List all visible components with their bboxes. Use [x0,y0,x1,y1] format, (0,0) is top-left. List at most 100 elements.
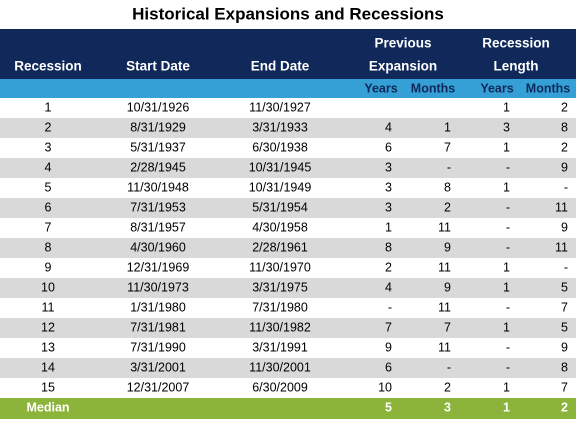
table-cell: 6/30/1938 [252,140,308,154]
table-cell: 1 [503,100,510,114]
table-cell: 9 [561,160,568,174]
table-cell: 5/31/1954 [252,200,308,214]
column-header: Length [494,59,539,74]
table-cell: 11/30/1973 [127,280,189,294]
column-header: Previous [374,36,431,51]
table-cell: 12/31/2007 [127,380,190,394]
table-cell: 7/31/1953 [130,200,186,214]
table-cell: 4 [385,120,392,134]
table-cell: 7/31/1990 [130,340,186,354]
column-header: Expansion [369,59,437,74]
row-stripe [0,238,576,258]
median-cell: 3 [444,400,451,414]
table-cell: 3/31/2001 [130,360,186,374]
table-cell: 9 [444,240,451,254]
table-cell: 10/31/1949 [249,180,312,194]
table-cell: 5 [45,180,52,194]
table-cell: 8 [45,240,52,254]
table-cell: 5 [561,320,568,334]
table-cell: 1 [444,120,451,134]
table-cell: 12 [41,320,55,334]
table-cell: - [506,240,510,254]
table-cell: 11/30/1948 [127,180,189,194]
table-cell: 10/31/1945 [249,160,312,174]
table-cell: 9 [45,260,52,274]
table-cell: 2 [561,100,568,114]
subheader-band [0,79,576,98]
table-cell: 3 [385,160,392,174]
table-cell: 7 [444,320,451,334]
table-cell: 3 [503,120,510,134]
table-cell: 2 [385,260,392,274]
table-cell: 4 [45,160,52,174]
table-cell: 5/31/1937 [130,140,186,154]
table-cell: 3 [45,140,52,154]
row-stripe [0,158,576,178]
table-cell: - [564,260,568,274]
table-cell: 2 [444,380,451,394]
row-stripe [0,118,576,138]
unit-header: Months [526,81,570,95]
table-cell: - [506,340,510,354]
table-cell: 1 [385,220,392,234]
table-cell: 4/30/1960 [130,240,186,254]
table-cell: 1 [503,280,510,294]
table-cell: 11 [438,260,451,274]
table-cell: 12/31/1969 [127,260,190,274]
table-cell: - [447,160,451,174]
table-cell: 4 [385,280,392,294]
row-stripe [0,358,576,378]
table-cell: 9 [444,280,451,294]
median-cell: 5 [385,400,392,414]
table-cell: 2 [444,200,451,214]
table-cell: 6/30/2009 [252,380,308,394]
table-cell: 6 [385,360,392,374]
table-cell: 6 [385,140,392,154]
table-cell: 1/31/1980 [130,300,186,314]
table-cell: 1 [503,180,510,194]
table-cell: 2/28/1961 [252,240,308,254]
table-cell: - [447,360,451,374]
unit-header: Months [411,81,455,95]
table-cell: 1 [503,140,510,154]
table-cell: - [506,160,510,174]
column-header: Start Date [126,59,190,74]
table-cell: 11 [42,300,55,314]
row-stripe [0,278,576,298]
table-cell: 5 [561,280,568,294]
column-header: End Date [251,59,310,74]
median-cell: 1 [503,400,510,414]
table-cell: 11/30/1982 [249,320,311,334]
table-cell: 10/31/1926 [127,100,190,114]
table-cell: 3 [385,200,392,214]
table-cell: 11/30/2001 [249,360,311,374]
table-cell: 11 [438,300,451,314]
table-cell: 9 [561,220,568,234]
table-cell: - [506,200,510,214]
table-cell: 2 [45,120,52,134]
table-cell: 7/31/1981 [130,320,186,334]
table-cell: 7 [385,320,392,334]
column-header: Recession [14,59,82,74]
table-cell: 7 [444,140,451,154]
table-cell: - [506,220,510,234]
table-cell: 9 [385,340,392,354]
table-cell: 7 [561,300,568,314]
median-band [0,398,576,419]
table-cell: - [564,180,568,194]
table-cell: 1 [45,100,52,114]
table-cell: 11/30/1927 [249,100,311,114]
table-cell: 1 [503,260,510,274]
table-cell: 7/31/1980 [252,300,308,314]
table-cell: 4/30/1958 [252,220,308,234]
unit-header: Years [364,81,397,95]
table-cell: 11 [555,240,568,254]
table-cell: 15 [41,380,55,394]
header-band [0,29,576,79]
table-cell: 13 [41,340,55,354]
table-cell: - [506,300,510,314]
table-cell: 6 [45,200,52,214]
table-title: Historical Expansions and Recessions [132,4,444,23]
table-cell: 7 [45,220,52,234]
table-cell: 8 [444,180,451,194]
